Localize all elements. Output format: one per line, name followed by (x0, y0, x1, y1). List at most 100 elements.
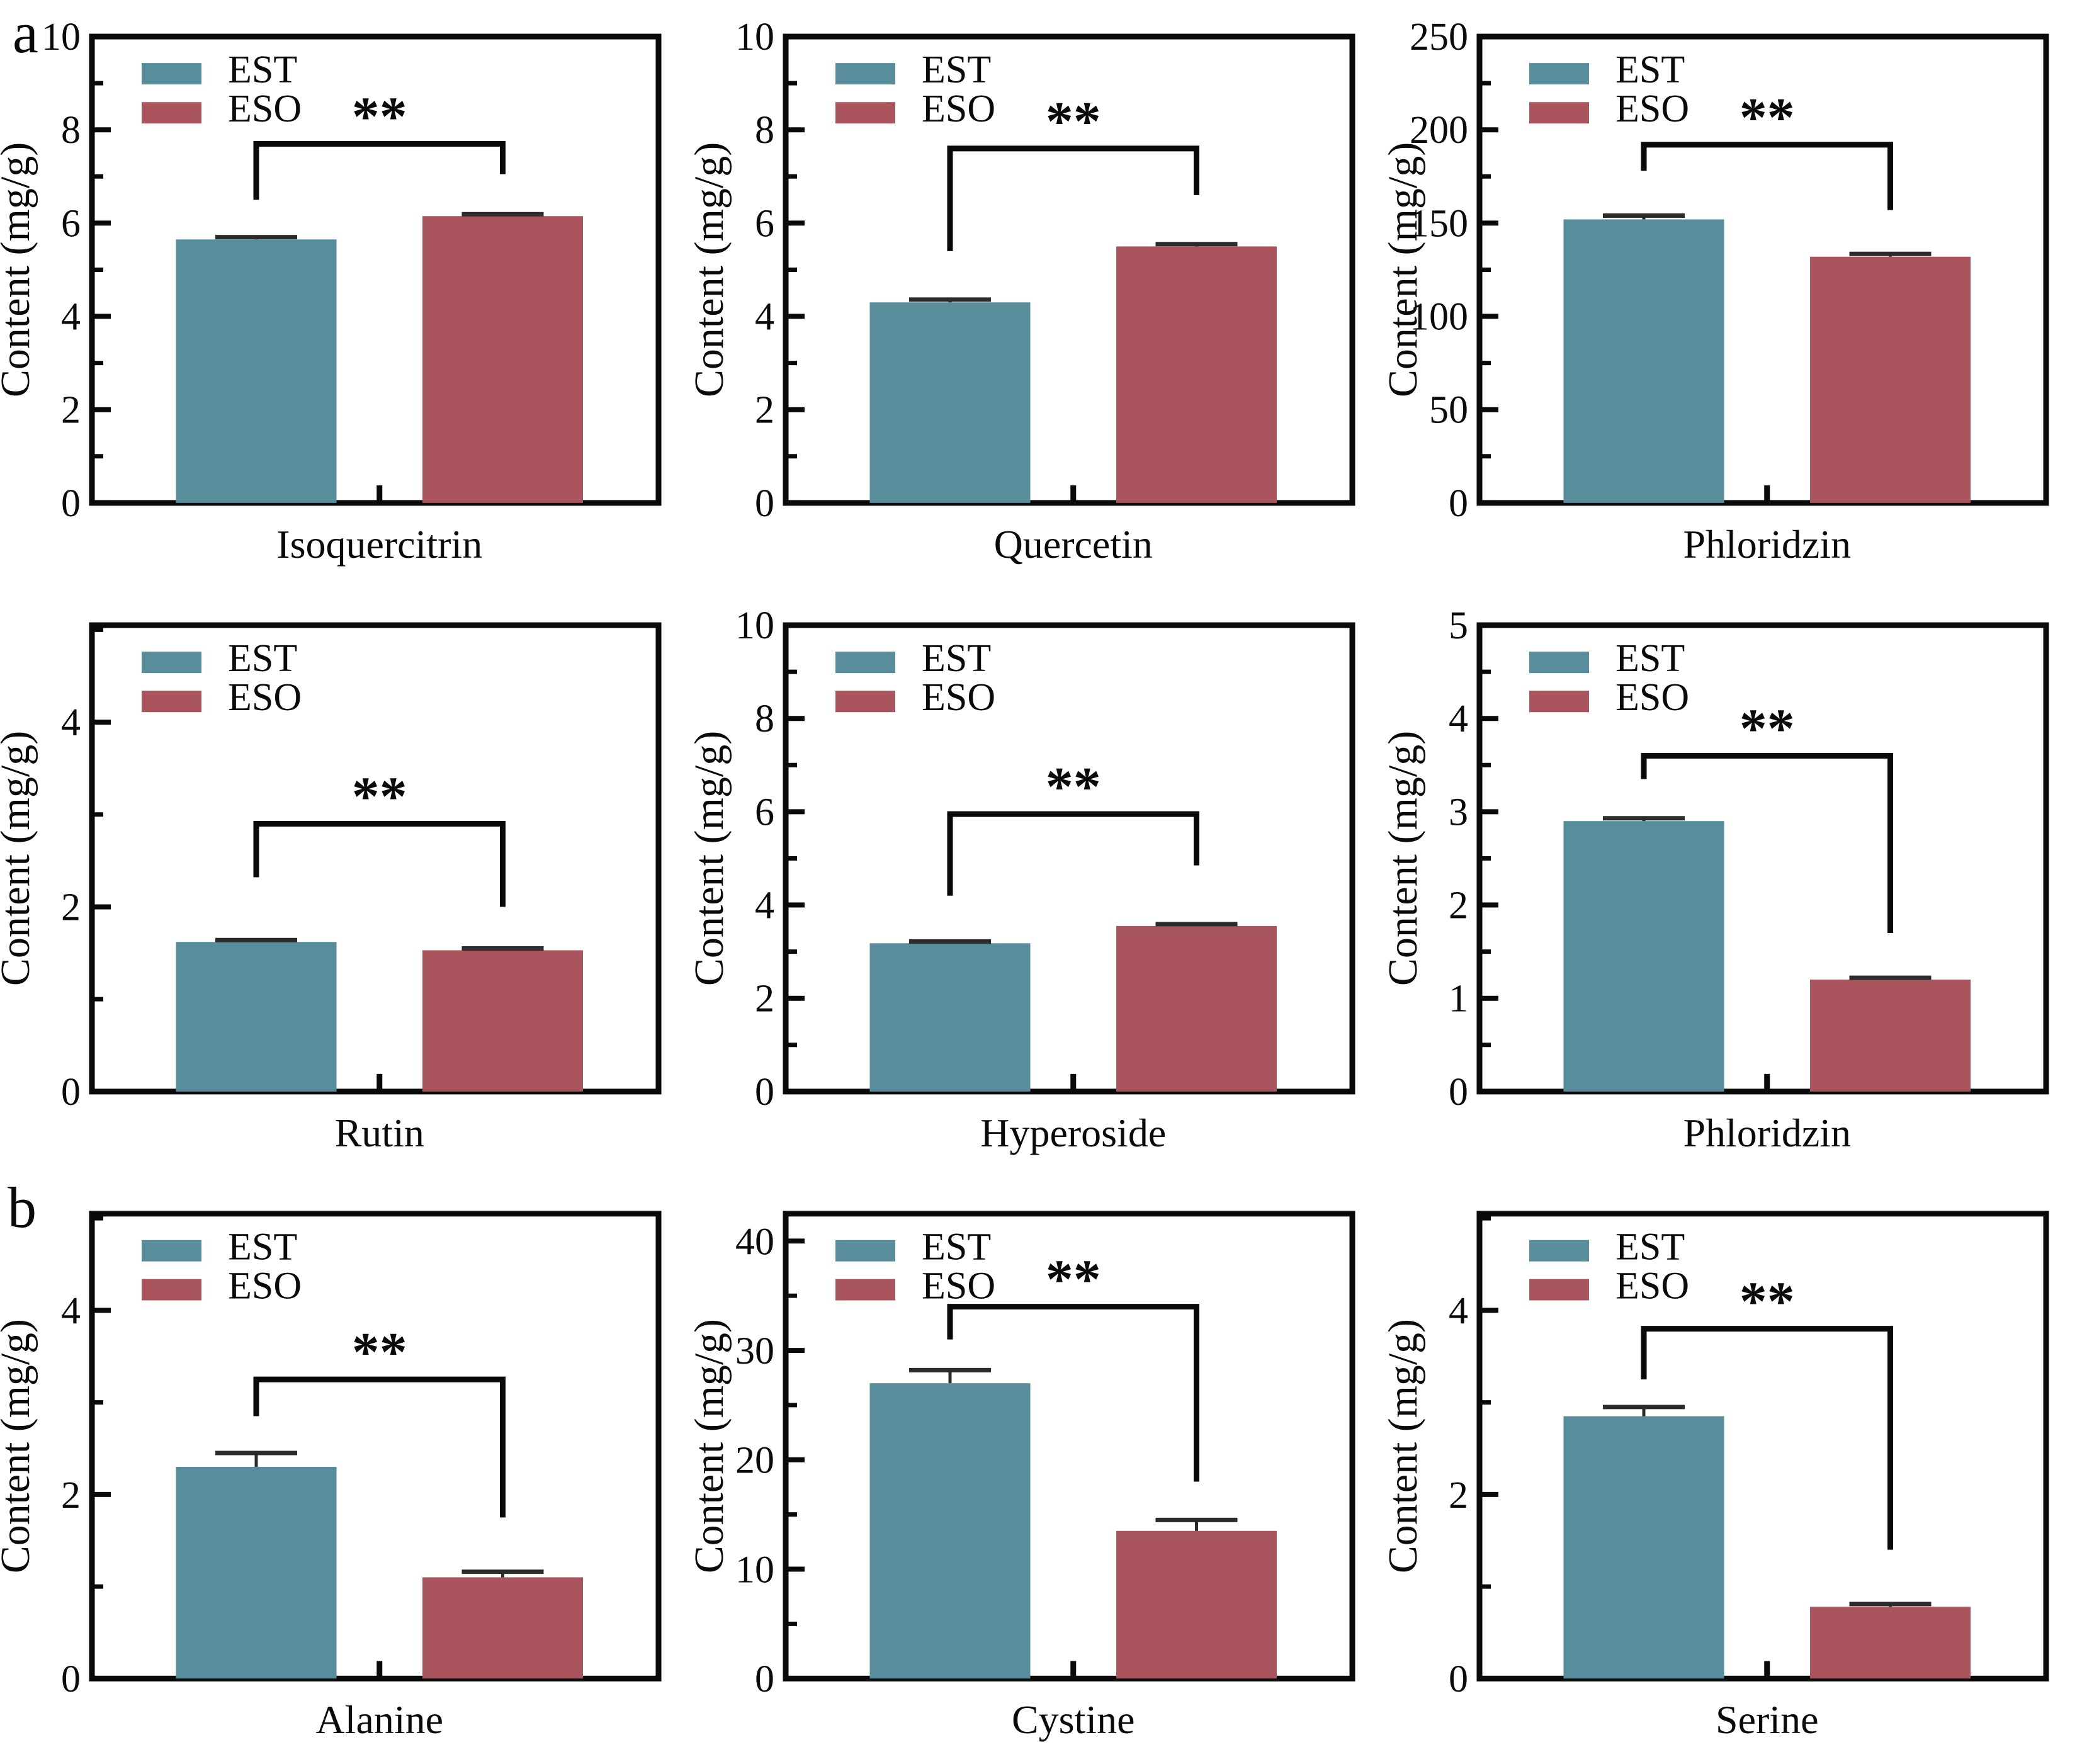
y-axis-label: Content (mg/g) (1388, 731, 1426, 986)
legend-swatch-est (142, 63, 201, 85)
legend-swatch-eso (142, 102, 201, 124)
category-label: Cystine (1012, 1697, 1135, 1742)
y-tick-label: 50 (1429, 389, 1468, 432)
legend-swatch-eso (142, 1279, 201, 1301)
bar-est (869, 302, 1031, 503)
category-label: Alanine (315, 1697, 443, 1742)
y-axis-label: Content (mg/g) (0, 142, 38, 397)
legend-label-est: EST (228, 48, 297, 91)
significance-stars: ** (1046, 91, 1101, 152)
y-tick-label: 250 (1410, 16, 1468, 59)
y-tick-label: 0 (755, 482, 774, 525)
y-tick-label: 0 (61, 1658, 81, 1700)
legend-label-est: EST (922, 637, 991, 680)
legend-swatch-eso (835, 691, 895, 713)
y-tick-label: 30 (735, 1330, 774, 1372)
legend-label-eso: ESO (922, 676, 995, 719)
bar-est (1563, 219, 1724, 503)
chart-cell-8: 0 10 20 30 40 Cystine Content (mg/g) EST ESO ** (694, 1177, 1388, 1764)
category-label: Hyperoside (980, 1111, 1166, 1155)
y-tick-label: 2 (61, 886, 81, 929)
legend-label-est: EST (922, 48, 991, 91)
y-axis-label: Content (mg/g) (694, 1319, 732, 1573)
chart-cell-4: 0 2 4 Rutin Content (mg/g) EST ESO ** (0, 589, 694, 1177)
y-tick-label: 2 (755, 389, 774, 432)
legend-label-eso: ESO (1615, 676, 1689, 719)
legend-label-eso: ESO (1615, 88, 1689, 130)
chart-isoquercitrin: 0 2 4 6 8 10 Isoquercitrin Content (mg/g) ESTESO… (0, 16, 662, 567)
significance-bracket (947, 811, 1199, 896)
chart-cell-3: 0 50 100 150 200 250 Phloridzin Content (mg/g) E… (1388, 0, 2081, 589)
category-label: Quercetin (994, 522, 1153, 567)
legend-label-eso: ESO (922, 1265, 995, 1308)
legend-label-eso: ESO (228, 1265, 302, 1308)
significance-bracket (1641, 752, 1893, 933)
significance-stars: ** (352, 766, 407, 827)
bar-eso (422, 216, 583, 503)
y-tick-label: 6 (755, 791, 774, 834)
y-axis-label: Content (mg/g) (694, 142, 732, 397)
chart-cell-9: 0 2 4 Serine Content (mg/g) EST ESO ** (1388, 1177, 2081, 1764)
significance-stars: ** (1740, 88, 1795, 149)
y-tick-label: 5 (1449, 604, 1468, 647)
y-tick-label: 0 (1449, 1658, 1468, 1700)
legend-label-est: EST (922, 1226, 991, 1269)
y-tick-label: 2 (61, 389, 81, 432)
y-tick-label: 4 (1449, 1289, 1468, 1332)
plot-border (89, 622, 662, 1095)
significance-stars: ** (1046, 757, 1101, 818)
plot-border (783, 1211, 1355, 1682)
bar-est (176, 942, 337, 1092)
bar-eso (1810, 1607, 1971, 1679)
panel-label-a: a (13, 1, 38, 65)
y-tick-label: 4 (755, 885, 774, 927)
panel-label-b: b (8, 1175, 37, 1240)
y-tick-label: 8 (755, 109, 774, 152)
y-tick-label: 10 (735, 604, 774, 647)
y-tick-label: 10 (735, 16, 774, 59)
legend-label-est: EST (1615, 1226, 1685, 1269)
y-tick-label: 8 (61, 109, 81, 152)
y-tick-label: 0 (61, 1071, 81, 1114)
y-tick-label: 2 (61, 1474, 81, 1517)
chart-cell-2: 0 2 4 6 8 10 Quercetin Content (mg/g) EST ESO ** (694, 0, 1388, 589)
y-tick-label: 4 (61, 701, 81, 744)
category-label: Phloridzin (1683, 1111, 1851, 1155)
legend-swatch-est (142, 652, 201, 674)
significance-stars: ** (352, 86, 407, 147)
legend-label-eso: ESO (922, 88, 995, 130)
legend-swatch-eso (1529, 691, 1589, 713)
y-tick-label: 150 (1410, 202, 1468, 245)
legend-label-est: EST (228, 1226, 297, 1269)
chart-cell-7: 0 2 4 Alanine Content (mg/g) EST ESO ** (0, 1177, 694, 1764)
bar-eso (1810, 256, 1971, 503)
significance-bracket (253, 820, 506, 907)
y-tick-label: 8 (755, 698, 774, 740)
significance-bracket (253, 1376, 506, 1518)
bar-est (176, 1466, 337, 1679)
legend-swatch-eso (1529, 1279, 1589, 1301)
y-axis-label: Content (mg/g) (694, 731, 732, 986)
category-label: Isoquercitrin (276, 522, 482, 567)
y-tick-label: 0 (1449, 482, 1468, 525)
significance-stars: ** (1740, 1272, 1795, 1333)
y-tick-label: 2 (1449, 885, 1468, 927)
legend-label-est: EST (228, 637, 297, 680)
legend-swatch-est (835, 1240, 895, 1262)
legend-swatch-eso (1529, 102, 1589, 124)
bar-eso (1116, 1530, 1277, 1679)
y-tick-label: 6 (755, 202, 774, 245)
legend-label-eso: ESO (228, 676, 302, 719)
bar-eso (1116, 925, 1277, 1092)
legend-label-eso: ESO (228, 88, 302, 130)
legend-swatch-est (1529, 1240, 1589, 1262)
bar-eso (1810, 980, 1971, 1092)
significance-bracket (253, 140, 506, 200)
legend-swatch-est (1529, 63, 1589, 85)
legend-swatch-eso (142, 691, 201, 713)
